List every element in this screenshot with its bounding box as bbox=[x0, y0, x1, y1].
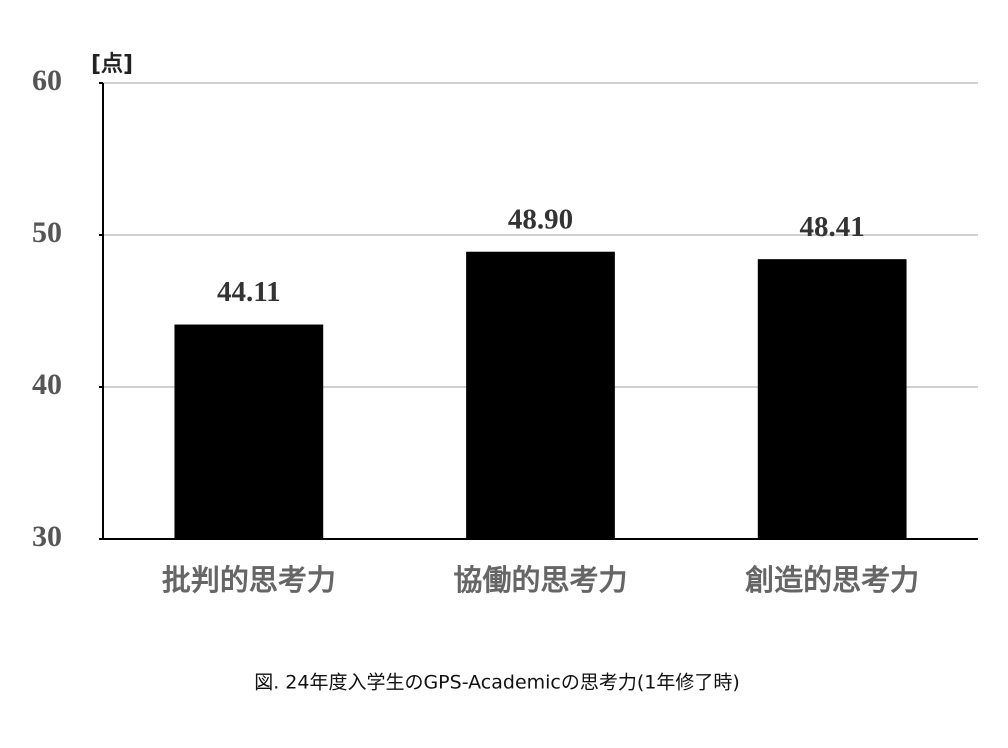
bar bbox=[466, 251, 615, 539]
y-tick-label: 50 bbox=[32, 216, 62, 249]
y-tick-label: 60 bbox=[32, 64, 62, 97]
x-tick-label: 協働的思考力 bbox=[453, 563, 627, 597]
bar bbox=[757, 259, 907, 539]
data-label: 48.41 bbox=[800, 211, 865, 243]
y-unit-label: [点] bbox=[91, 51, 133, 77]
bar bbox=[174, 324, 324, 539]
x-tick-label: 創造的思考力 bbox=[745, 563, 919, 597]
caption: 図. 24年度入学生のGPS-Academicの思考力(1年修了時) bbox=[254, 672, 740, 694]
y-tick-label: 30 bbox=[32, 520, 62, 553]
x-tick-label: 批判的思考力 bbox=[162, 563, 336, 597]
data-label: 48.90 bbox=[508, 203, 573, 235]
y-tick-label: 40 bbox=[32, 368, 62, 401]
data-label: 44.11 bbox=[217, 276, 281, 308]
